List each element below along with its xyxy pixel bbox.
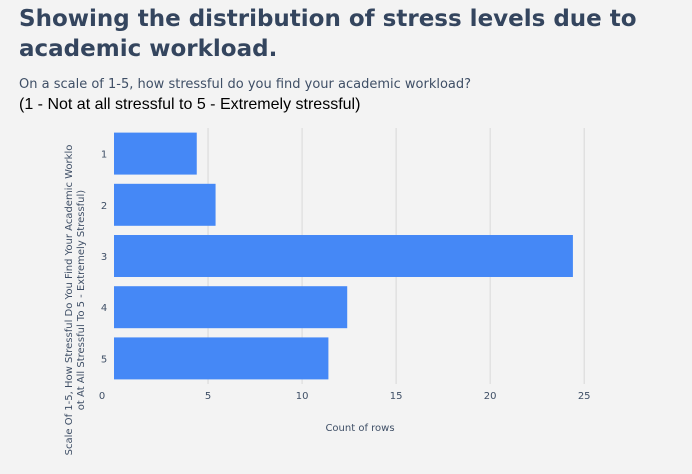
x-tick-labels: 0 5 10 15 20 25 bbox=[99, 391, 591, 402]
bar-5 bbox=[114, 337, 329, 380]
x-tick-label: 20 bbox=[484, 391, 497, 402]
y-tick-label: 5 bbox=[101, 354, 107, 365]
chart-subtitle: On a scale of 1-5, how stressful do you … bbox=[19, 77, 472, 92]
y-tick-label: 4 bbox=[101, 303, 107, 314]
y-axis-title: Scale Of 1-5, How Stressful Do You Find … bbox=[64, 145, 87, 456]
bar-2 bbox=[114, 183, 216, 226]
scale-note: (1 - Not at all stressful to 5 - Extreme… bbox=[19, 96, 361, 113]
x-tick-label: 15 bbox=[390, 391, 403, 402]
y-tick-label: 2 bbox=[101, 201, 107, 212]
y-tick-labels: 1 2 3 4 5 bbox=[101, 150, 107, 366]
y-tick-label: 3 bbox=[101, 252, 107, 263]
x-tick-label: 25 bbox=[578, 391, 591, 402]
x-tick-label: 10 bbox=[296, 391, 309, 402]
bar-3 bbox=[114, 235, 573, 277]
bars bbox=[114, 132, 573, 380]
bar-4 bbox=[114, 286, 348, 329]
chart-title: Showing the distribution of stress level… bbox=[19, 6, 637, 62]
x-axis-title: Count of rows bbox=[325, 423, 394, 434]
x-tick-label: 5 bbox=[205, 391, 211, 402]
y-axis-title-line-2: ot At All Stressful To 5 - Extremely Str… bbox=[76, 190, 87, 410]
y-tick-label: 1 bbox=[101, 150, 107, 161]
y-axis-title-line-1: Scale Of 1-5, How Stressful Do You Find … bbox=[64, 145, 75, 456]
bar-1 bbox=[114, 132, 197, 175]
x-tick-label: 0 bbox=[99, 391, 105, 402]
